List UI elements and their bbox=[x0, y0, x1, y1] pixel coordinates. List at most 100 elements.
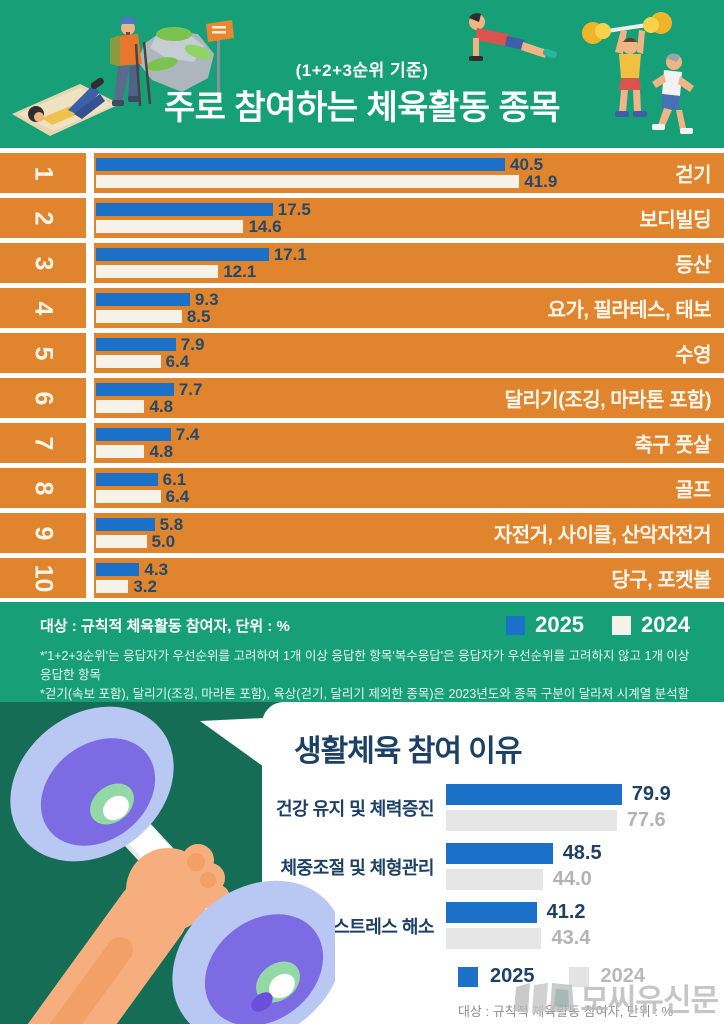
reasons-caption: 대상 : 규칙적 체육활동 참여자, 단위 : % bbox=[458, 1004, 674, 1019]
reason-row: 건강 유지 및 체력증진 79.9 77.6 bbox=[262, 784, 724, 831]
ranking-bars-cell: 40.5 41.9 걷기 bbox=[94, 153, 724, 193]
ranking-category-label: 수영 bbox=[675, 344, 711, 367]
ranking-bars-cell: 7.9 6.4 수영 bbox=[94, 333, 724, 373]
ranking-category-label: 당구, 포켓볼 bbox=[611, 569, 711, 592]
bar-line-2024: 8.5 bbox=[96, 307, 724, 326]
reason-bar-2024 bbox=[446, 869, 543, 890]
weightlifter-illustration bbox=[582, 12, 672, 117]
reason-bar-line-2025: 41.2 bbox=[446, 902, 590, 923]
bar-value-2024: 6.4 bbox=[165, 352, 190, 371]
ranking-row: 8 6.1 6.4 골프 bbox=[0, 468, 724, 508]
rank-number: 3 bbox=[29, 256, 58, 270]
reasons-legend-label-2024: 2024 bbox=[600, 965, 646, 987]
bar-2024 bbox=[96, 580, 129, 593]
ranking-chart: 1 40.5 41.9 걷기 2 bbox=[0, 148, 724, 602]
reason-bar-line-2024: 44.0 bbox=[446, 869, 602, 890]
chart-footer: 대상 : 규칙적 체육활동 참여자, 단위 : % 2025 2024 *'1+… bbox=[0, 602, 724, 738]
bar-2024 bbox=[96, 355, 161, 368]
legend-item-2025: 2025 bbox=[506, 612, 584, 638]
chart-subtitle: (1+2+3순위 기준) bbox=[295, 61, 429, 80]
bar-2024 bbox=[96, 535, 147, 548]
legend-label-2025: 2025 bbox=[535, 612, 585, 637]
rank-number: 1 bbox=[29, 166, 58, 180]
rank-cell: 2 bbox=[0, 198, 86, 238]
press-name: 모씨유신문 bbox=[580, 983, 719, 1018]
dumbbell-lower-disc bbox=[172, 880, 335, 1024]
bar-2024 bbox=[96, 265, 219, 278]
ranking-category-label: 축구 풋살 bbox=[634, 434, 711, 457]
bar-2025 bbox=[96, 203, 273, 216]
ranking-bars-cell: 9.3 8.5 요가, 필라테스, 태보 bbox=[94, 288, 724, 328]
ranking-bars-cell: 6.1 6.4 골프 bbox=[94, 468, 724, 508]
ranking-bars-cell: 7.7 4.8 달리기(조깅, 마라톤 포함) bbox=[94, 378, 724, 418]
ranking-bars-cell: 4.3 3.2 당구, 포켓볼 bbox=[94, 558, 724, 598]
reason-bar-2025 bbox=[446, 784, 622, 805]
bar-line-2024: 14.6 bbox=[96, 218, 724, 235]
reason-bar-2025 bbox=[446, 843, 553, 864]
bar-2024 bbox=[96, 175, 520, 188]
rank-cell: 1 bbox=[0, 153, 86, 193]
legend-item-2024: 2024 bbox=[612, 612, 690, 638]
bar-line-2025: 9.3 bbox=[96, 291, 724, 308]
bar-line-2025: 6.1 bbox=[96, 470, 724, 489]
bar-value-2025: 6.1 bbox=[162, 470, 187, 489]
bar-2025 bbox=[96, 563, 140, 576]
bar-value-2024: 8.5 bbox=[186, 307, 211, 326]
reason-value-2025: 48.5 bbox=[562, 842, 602, 864]
reason-label: 스트레스 해소 bbox=[333, 916, 434, 937]
press-logo-icon bbox=[514, 982, 575, 1013]
bar-value-2025: 5.8 bbox=[159, 515, 184, 534]
reasons-chart: 건강 유지 및 체력증진 79.9 77.6 bbox=[262, 784, 724, 949]
reasons-title: 생활체육 참여 이유 bbox=[294, 735, 522, 768]
rank-number: 2 bbox=[29, 211, 58, 225]
rank-number: 6 bbox=[29, 391, 58, 405]
bar-value-2024: 12.1 bbox=[223, 262, 257, 281]
runner-illustration bbox=[652, 53, 694, 134]
reasons-legend-item-2025: 2025 bbox=[458, 965, 535, 988]
legend-swatch-2024 bbox=[612, 615, 632, 635]
bar-value-2025: 17.1 bbox=[273, 245, 307, 264]
bar-value-2024: 6.4 bbox=[165, 487, 190, 506]
chart-title: 주로 참여하는 체육활동 종목 bbox=[163, 89, 561, 127]
ranking-category-label: 등산 bbox=[675, 254, 711, 277]
bar-line-2025: 7.7 bbox=[96, 380, 724, 399]
bar-2024 bbox=[96, 220, 244, 233]
bar-line-2024: 6.4 bbox=[96, 487, 724, 506]
bar-2024 bbox=[96, 445, 145, 458]
ranking-row: 10 4.3 3.2 당구, 포켓볼 bbox=[0, 558, 724, 598]
bar-2025 bbox=[96, 248, 269, 261]
rank-cell: 8 bbox=[0, 468, 86, 508]
ranking-category-label: 걷기 bbox=[675, 164, 711, 187]
rank-number: 7 bbox=[29, 436, 58, 450]
bar-line-2025: 5.8 bbox=[96, 515, 724, 534]
bar-2025 bbox=[96, 428, 171, 441]
rank-cell: 3 bbox=[0, 243, 86, 283]
bar-line-2025: 17.5 bbox=[96, 201, 724, 218]
bar-value-2025: 7.7 bbox=[178, 380, 203, 399]
legend-swatch-2025 bbox=[506, 615, 526, 635]
ranking-row: 3 17.1 12.1 등산 bbox=[0, 243, 724, 283]
reason-bar-2024 bbox=[446, 810, 617, 831]
footnote-1: *'1+2+3순위'는 응답자가 우선순위를 고려하여 1개 이상 응답한 항목… bbox=[40, 649, 690, 682]
bar-value-2024: 4.8 bbox=[149, 397, 174, 416]
reasons-legend-swatch-2025 bbox=[458, 966, 478, 987]
speech-bubble-tail-icon bbox=[200, 718, 264, 767]
reason-row: 체중조절 및 체형관리 48.5 44.0 bbox=[262, 843, 724, 890]
rank-number: 9 bbox=[29, 526, 58, 540]
ranking-row: 4 9.3 8.5 요가, 필라테스, 태보 bbox=[0, 288, 724, 328]
bar-2025 bbox=[96, 473, 158, 486]
press-watermark: 모씨유신문 bbox=[514, 975, 719, 1020]
bar-line-2025: 4.3 bbox=[96, 561, 724, 578]
bar-2024 bbox=[96, 310, 182, 323]
bar-line-2024: 6.4 bbox=[96, 352, 724, 371]
bar-line-2024: 41.9 bbox=[96, 173, 724, 190]
reasons-section: 생활체육 참여 이유 건강 유지 및 체력증진 79.9 77.6 bbox=[0, 702, 724, 1024]
bar-line-2025: 17.1 bbox=[96, 245, 724, 264]
reason-bar-line-2024: 77.6 bbox=[446, 810, 671, 831]
reason-bars: 41.2 43.4 bbox=[446, 902, 590, 949]
ranking-row: 2 17.5 14.6 보디빌딩 bbox=[0, 198, 724, 238]
bar-2025 bbox=[96, 383, 174, 396]
rank-cell: 10 bbox=[0, 558, 86, 598]
rank-cell: 9 bbox=[0, 513, 86, 553]
